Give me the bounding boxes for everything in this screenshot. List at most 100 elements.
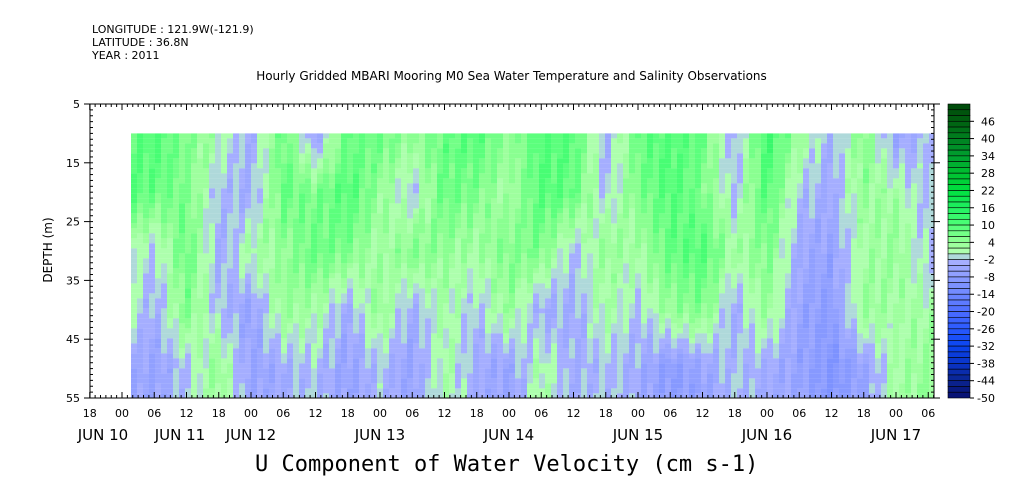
heatmap-cell: [863, 223, 869, 229]
heatmap-cell: [467, 278, 473, 284]
heatmap-cell: [689, 208, 695, 214]
heatmap-cell: [557, 158, 563, 164]
heatmap-cell: [155, 193, 161, 199]
heatmap-cell: [869, 313, 875, 319]
heatmap-cell: [263, 153, 269, 159]
heatmap-cell: [623, 168, 629, 174]
heatmap-cell: [455, 153, 461, 159]
heatmap-cell: [605, 223, 611, 229]
heatmap-cell: [749, 218, 755, 224]
heatmap-cell: [179, 308, 185, 314]
heatmap-cell: [335, 253, 341, 259]
heatmap-cell: [209, 193, 215, 199]
heatmap-cell: [881, 243, 887, 249]
heatmap-cell: [359, 213, 365, 219]
heatmap-cell: [863, 183, 869, 189]
heatmap-cell: [329, 273, 335, 279]
heatmap-cell: [575, 288, 581, 294]
heatmap-cell: [251, 288, 257, 294]
heatmap-cell: [563, 268, 569, 274]
heatmap-cell: [365, 258, 371, 264]
heatmap-cell: [875, 213, 881, 219]
heatmap-cell: [131, 233, 137, 239]
heatmap-cell: [485, 168, 491, 174]
heatmap-cell: [779, 308, 785, 314]
heatmap-cell: [929, 193, 934, 199]
heatmap-cell: [713, 283, 719, 289]
heatmap-cell: [383, 248, 389, 254]
heatmap-cell: [635, 233, 641, 239]
heatmap-cell: [149, 133, 155, 139]
heatmap-cell: [593, 143, 599, 149]
heatmap-cell: [209, 218, 215, 224]
heatmap-cell: [167, 153, 173, 159]
heatmap-cell: [275, 298, 281, 304]
heatmap-cell: [779, 183, 785, 189]
heatmap-cell: [569, 213, 575, 219]
heatmap-cell: [821, 133, 827, 139]
heatmap-cell: [293, 293, 299, 299]
heatmap-cell: [653, 263, 659, 269]
heatmap-cell: [149, 253, 155, 259]
heatmap-cell: [449, 268, 455, 274]
heatmap-cell: [281, 283, 287, 289]
heatmap-cell: [689, 273, 695, 279]
heatmap-cell: [671, 238, 677, 244]
heatmap-cell: [323, 278, 329, 284]
heatmap-cell: [143, 163, 149, 169]
heatmap-cell: [725, 158, 731, 164]
heatmap-cell: [665, 223, 671, 229]
heatmap-cell: [617, 193, 623, 199]
heatmap-cell: [179, 223, 185, 229]
heatmap-cell: [239, 163, 245, 169]
heatmap-cell: [611, 273, 617, 279]
heatmap-cell: [917, 148, 923, 154]
heatmap-cell: [917, 293, 923, 299]
heatmap-cell: [143, 178, 149, 184]
heatmap-cell: [383, 133, 389, 139]
heatmap-cell: [485, 138, 491, 144]
heatmap-cell: [839, 203, 845, 209]
heatmap-cell: [365, 143, 371, 149]
heatmap-cell: [683, 173, 689, 179]
heatmap-cell: [857, 218, 863, 224]
heatmap-cell: [647, 293, 653, 299]
heatmap-cell: [323, 308, 329, 314]
heatmap-cell: [251, 243, 257, 249]
heatmap-cell: [797, 168, 803, 174]
heatmap-cell: [551, 208, 557, 214]
heatmap-cell: [179, 283, 185, 289]
heatmap-cell: [227, 258, 233, 264]
heatmap-cell: [557, 173, 563, 179]
heatmap-cell: [257, 218, 263, 224]
heatmap-cell: [269, 308, 275, 314]
heatmap-cell: [425, 218, 431, 224]
heatmap-cell: [437, 153, 443, 159]
heatmap-cell: [695, 263, 701, 269]
heatmap-cell: [509, 248, 515, 254]
heatmap-cell: [323, 253, 329, 259]
heatmap-cell: [293, 278, 299, 284]
heatmap-cell: [761, 268, 767, 274]
heatmap-cell: [899, 163, 905, 169]
heatmap-cell: [533, 253, 539, 259]
heatmap-cell: [179, 188, 185, 194]
heatmap-cell: [533, 288, 539, 294]
heatmap-cell: [161, 148, 167, 154]
heatmap-cell: [749, 153, 755, 159]
heatmap-cell: [839, 258, 845, 264]
heatmap-cell: [815, 268, 821, 274]
heatmap-cell: [521, 248, 527, 254]
heatmap-cell: [773, 223, 779, 229]
heatmap-cell: [587, 153, 593, 159]
heatmap-cell: [479, 203, 485, 209]
heatmap-cell: [431, 183, 437, 189]
heatmap-cell: [443, 293, 449, 299]
heatmap-cell: [581, 278, 587, 284]
heatmap-cell: [707, 268, 713, 274]
heatmap-cell: [617, 208, 623, 214]
heatmap-cell: [899, 268, 905, 274]
heatmap-cell: [779, 178, 785, 184]
heatmap-cell: [341, 143, 347, 149]
heatmap-cell: [635, 283, 641, 289]
